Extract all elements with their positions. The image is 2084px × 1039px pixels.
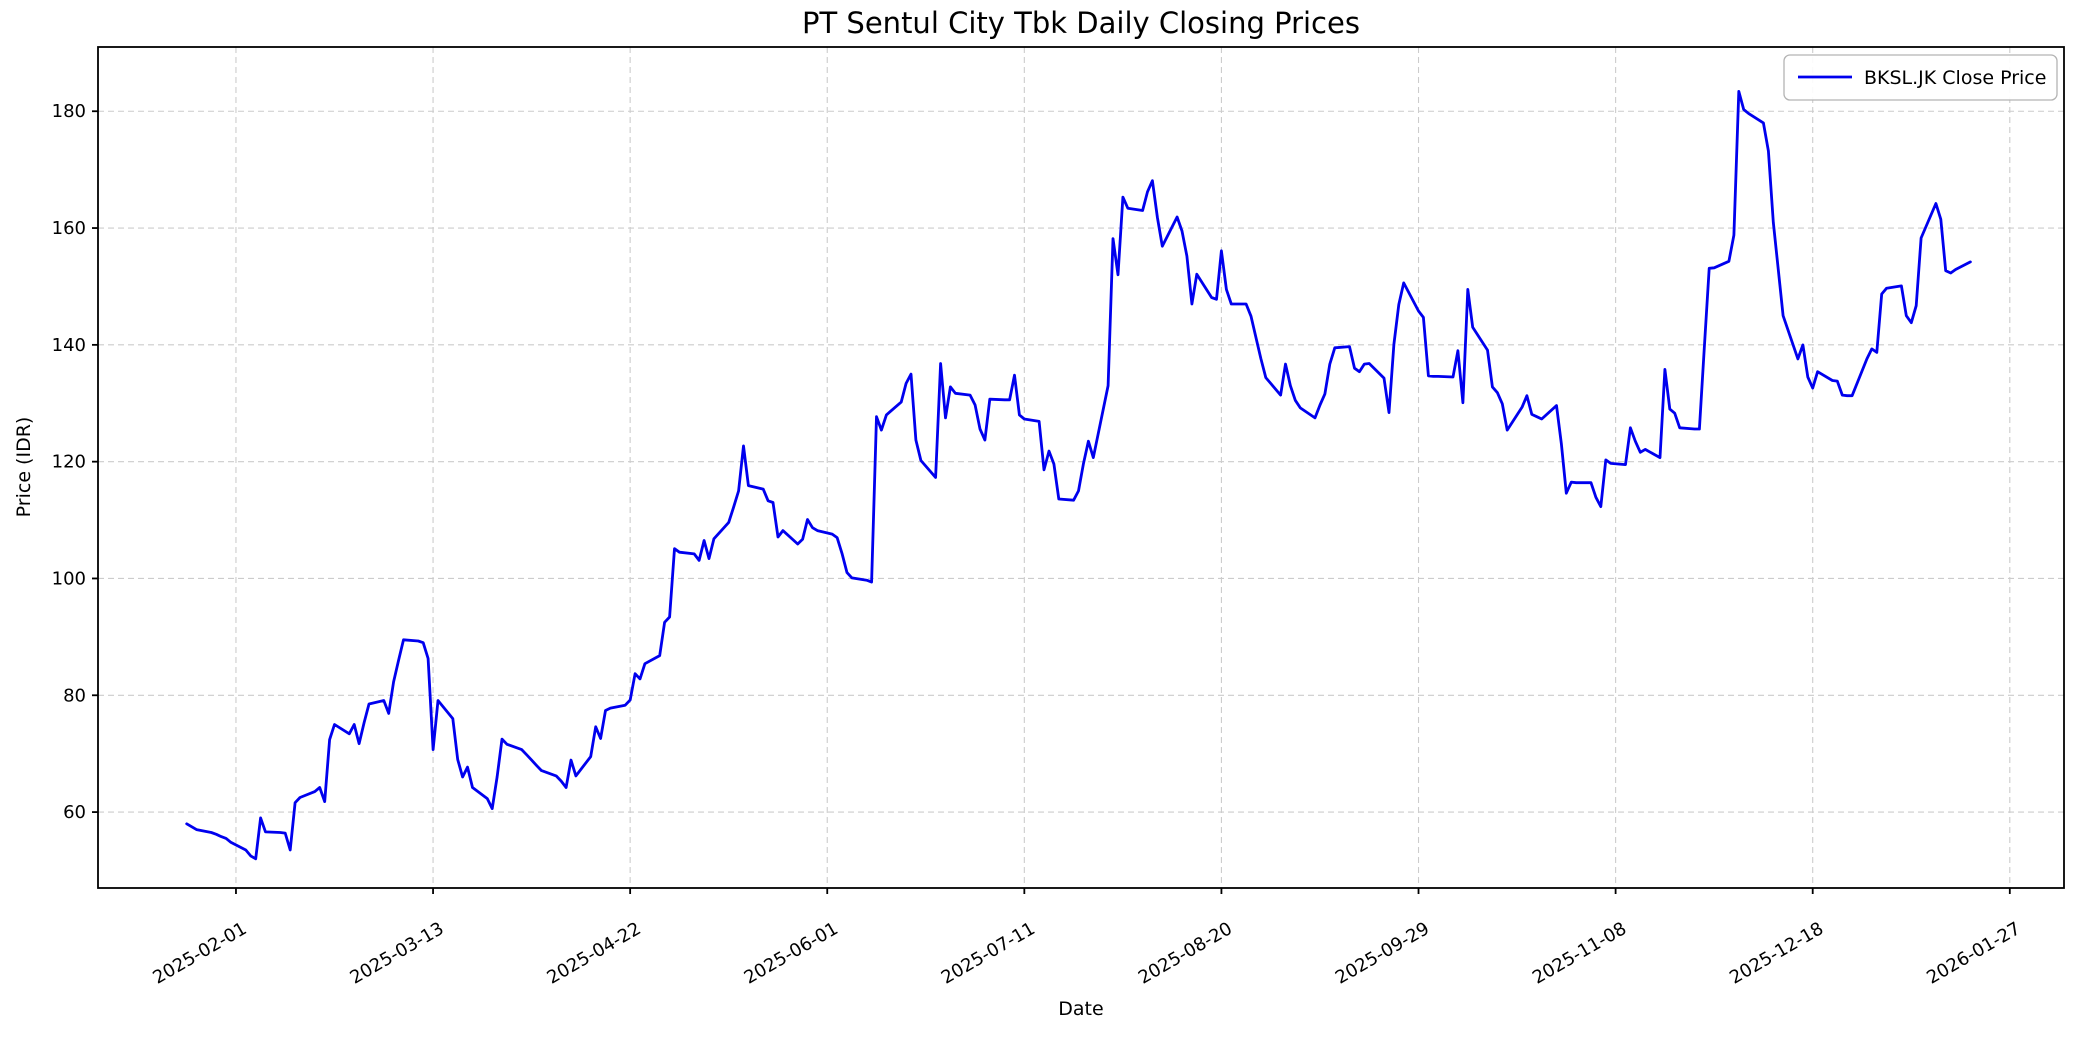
y-tick-label: 100	[52, 568, 86, 589]
gridlines	[98, 47, 2064, 888]
y-tick-label: 80	[63, 685, 86, 706]
x-axis-label: Date	[1058, 998, 1103, 1020]
x-tick-label: 2025-02-01	[149, 918, 250, 988]
y-tick-label: 140	[52, 335, 86, 356]
plot-border	[97, 46, 2065, 889]
legend-label: BKSL.JK Close Price	[1864, 67, 2046, 89]
legend: BKSL.JK Close Price	[1783, 54, 2058, 101]
x-tick-label: 2025-03-13	[346, 918, 447, 988]
x-tick-label: 2025-08-20	[1135, 918, 1236, 988]
y-tick-label: 160	[52, 218, 86, 239]
x-tick-label: 2026-01-27	[1923, 918, 2024, 988]
x-tick-label: 2025-12-18	[1726, 918, 1827, 988]
y-axis-label: Price (IDR)	[13, 417, 35, 518]
x-tick-label: 2025-11-08	[1529, 918, 1630, 988]
x-tick-label: 2025-07-11	[938, 918, 1039, 988]
price-line-series	[185, 90, 1972, 861]
y-tick-label: 60	[63, 802, 86, 823]
x-tick-label: 2025-04-22	[544, 918, 645, 988]
x-axis-ticks: 2025-02-01 2025-03-13 2025-04-22 2025-06-01…	[149, 888, 2024, 989]
y-axis-ticks: 60 80 100 120 140 160 180	[52, 101, 98, 823]
chart-title: PT Sentul City Tbk Daily Closing Prices	[802, 6, 1360, 40]
y-tick-label: 180	[52, 101, 86, 122]
x-tick-label: 2025-09-29	[1332, 918, 1433, 988]
x-tick-label: 2025-06-01	[741, 918, 842, 988]
legend-box	[1783, 54, 2058, 101]
y-tick-label: 120	[52, 452, 86, 473]
